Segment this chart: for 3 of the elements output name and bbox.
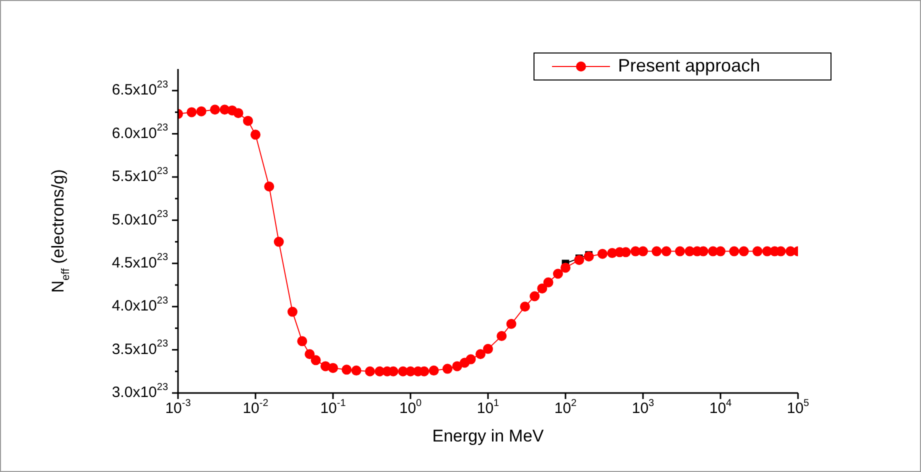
x-axis-title: Energy in MeV	[432, 426, 544, 446]
y-axis-title: Neff (electrons/g)	[48, 169, 72, 293]
legend-label: Present approach	[618, 55, 760, 76]
